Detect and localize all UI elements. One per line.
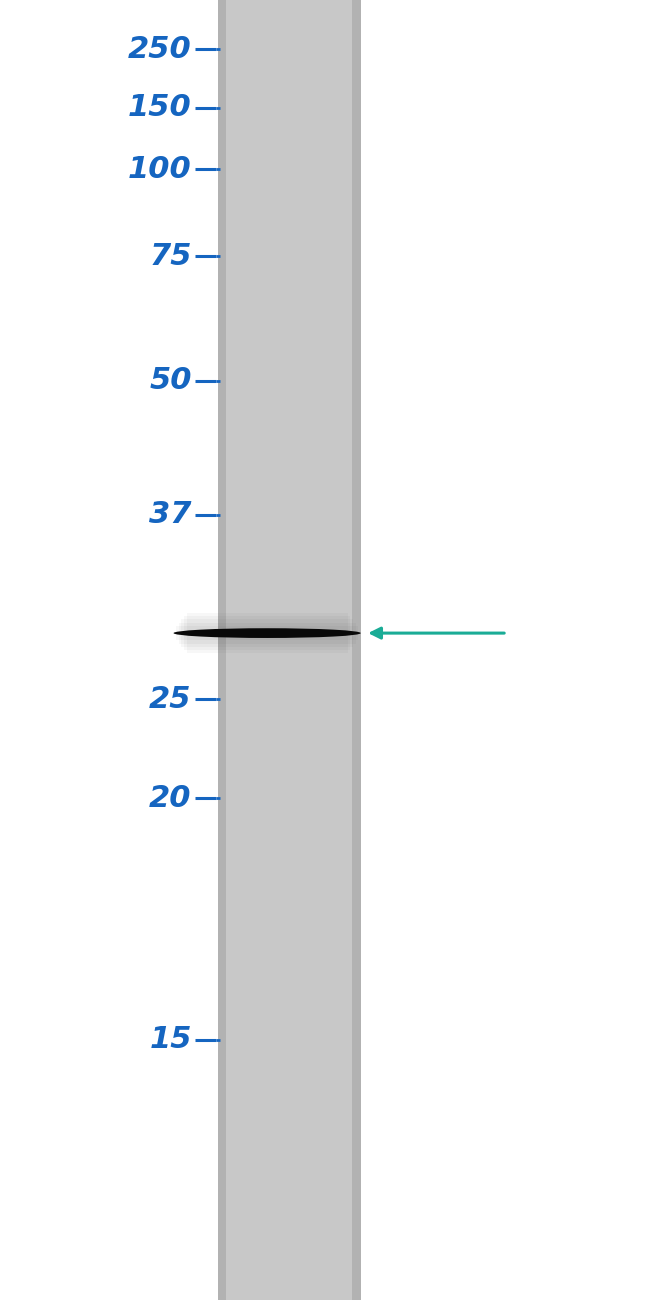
Bar bbox=[218, 0, 226, 1300]
Ellipse shape bbox=[174, 628, 361, 638]
Bar bbox=[187, 612, 348, 653]
Text: 250: 250 bbox=[128, 35, 192, 64]
Bar bbox=[218, 0, 361, 1300]
Text: 75: 75 bbox=[150, 242, 192, 270]
Bar bbox=[176, 625, 358, 641]
Bar bbox=[184, 616, 350, 650]
Text: 100: 100 bbox=[128, 155, 192, 183]
Bar bbox=[352, 0, 361, 1300]
Text: 20: 20 bbox=[150, 784, 192, 812]
Text: 15: 15 bbox=[150, 1026, 192, 1054]
Text: 37: 37 bbox=[150, 500, 192, 529]
Bar bbox=[181, 619, 353, 647]
Bar bbox=[179, 623, 356, 644]
Text: 150: 150 bbox=[128, 94, 192, 122]
Text: 25: 25 bbox=[150, 685, 192, 714]
Text: 50: 50 bbox=[150, 367, 192, 395]
